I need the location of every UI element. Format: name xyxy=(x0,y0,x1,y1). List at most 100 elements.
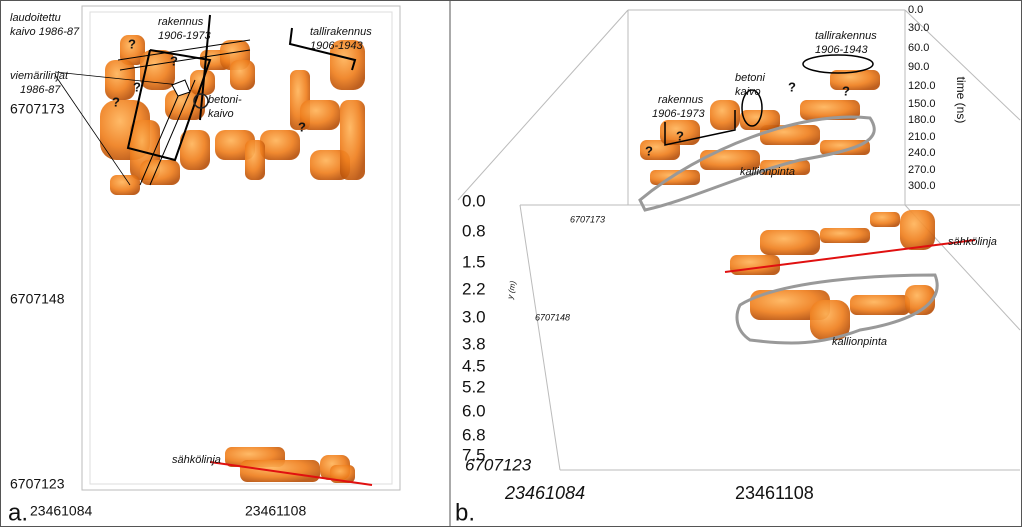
blob xyxy=(710,100,740,130)
unknown-marker: ? xyxy=(298,119,306,134)
annotation: betoni xyxy=(735,72,766,84)
blob xyxy=(300,100,340,130)
blob xyxy=(700,150,760,170)
blob xyxy=(830,70,880,90)
time-tick-label: 120.0 xyxy=(908,80,936,92)
blob xyxy=(850,295,910,315)
depth-tick-label: 3.0 xyxy=(462,307,486,326)
northing-tick-label: 6707148 xyxy=(535,312,570,322)
annotation: kallionpinta xyxy=(740,166,795,178)
time-tick-label: 150.0 xyxy=(908,98,936,110)
annotation: viemärilinjat xyxy=(10,70,69,82)
annotation: 1906-1943 xyxy=(310,40,363,52)
annotation: 1986-87 xyxy=(20,84,61,96)
annotation: sähkölinja xyxy=(948,236,997,248)
reflection-blobs xyxy=(100,35,935,483)
unknown-marker: ? xyxy=(788,79,796,94)
panel-a-features xyxy=(54,14,357,186)
y-tick-label: 6707123 xyxy=(10,476,65,492)
blob xyxy=(260,130,300,160)
depth-tick-label: 3.8 xyxy=(462,334,486,353)
annotation: kaivo xyxy=(208,108,234,120)
power-line-3d xyxy=(724,239,976,273)
unknown-marker: ? xyxy=(128,36,136,51)
blob xyxy=(800,100,860,120)
time-tick-label: 270.0 xyxy=(908,164,936,176)
power-line xyxy=(209,461,373,486)
axis-title: time (ns) xyxy=(954,77,968,124)
blob xyxy=(120,35,145,65)
y-tick-label: 6707148 xyxy=(10,291,65,307)
time-tick-label: 180.0 xyxy=(908,114,936,126)
blob xyxy=(110,175,140,195)
bedrock-outlines xyxy=(638,115,939,345)
manhole-marker xyxy=(171,79,191,97)
annotation: kaivo 1986-87 xyxy=(10,26,80,38)
blob xyxy=(140,160,180,185)
annotation: laudoitettu xyxy=(10,12,61,24)
annotation: tallirakennus xyxy=(815,30,877,42)
unknown-marker: ? xyxy=(676,128,684,143)
annotation: kallionpinta xyxy=(832,336,887,348)
depth-tick-label: 6.8 xyxy=(462,425,486,444)
y-tick-label: 6707173 xyxy=(10,101,65,117)
x-tick-label: 23461108 xyxy=(245,503,306,519)
time-tick-label: 210.0 xyxy=(908,131,936,143)
blob xyxy=(900,210,935,250)
unknown-marker: ? xyxy=(645,143,653,158)
blob xyxy=(905,285,935,315)
depth-tick-label: 7.5 xyxy=(462,445,486,464)
time-tick-label: 90.0 xyxy=(908,61,929,73)
annotation: rakennus xyxy=(158,16,204,28)
annotation: rakennus xyxy=(658,94,704,106)
annotation: 1906-1973 xyxy=(158,30,211,42)
panel-b-features xyxy=(664,54,874,146)
annotation: 1906-1973 xyxy=(652,108,705,120)
depth-tick-label: 0.0 xyxy=(462,191,486,210)
blob xyxy=(340,100,365,180)
annotation: tallirakennus xyxy=(310,26,372,38)
depth-tick-label: 0.8 xyxy=(462,221,486,240)
blob xyxy=(870,212,900,227)
panel-a-frame xyxy=(81,5,401,491)
easting-tick-label: 23461084 xyxy=(504,483,585,503)
panel-label: b. xyxy=(455,499,475,526)
easting-tick-label: 23461108 xyxy=(735,483,814,503)
northing-tick-label: 6707173 xyxy=(570,214,605,224)
x-tick-label: 23461084 xyxy=(30,503,93,519)
unknown-marker: ? xyxy=(112,94,120,109)
blob xyxy=(760,160,810,175)
annotation: 1906-1943 xyxy=(815,44,868,56)
blob xyxy=(820,228,870,243)
depth-tick-label: 5.2 xyxy=(462,377,486,396)
annotation: sähkölinja xyxy=(172,454,221,466)
depth-tick-label: 4.5 xyxy=(462,356,486,375)
blob xyxy=(820,140,870,155)
axis-title: y (m) xyxy=(505,280,517,301)
time-tick-label: 30.0 xyxy=(908,22,929,34)
unknown-marker: ? xyxy=(133,79,141,94)
blob xyxy=(330,465,355,483)
depth-tick-label: 2.2 xyxy=(462,279,486,298)
blob xyxy=(750,290,830,320)
annotation: kaivo xyxy=(735,86,761,98)
panel-label: a. xyxy=(8,499,28,526)
time-tick-label: 300.0 xyxy=(908,180,936,192)
blob xyxy=(650,170,700,185)
blob xyxy=(760,230,820,255)
unknown-marker: ? xyxy=(842,83,850,98)
northing-tick-label: 6707123 xyxy=(465,455,532,474)
blob xyxy=(330,40,365,90)
unknown-marker: ? xyxy=(170,53,178,68)
time-tick-label: 60.0 xyxy=(908,42,929,54)
depth-tick-label: 6.0 xyxy=(462,401,486,420)
blob xyxy=(180,130,210,170)
panel-a-inner-frame xyxy=(89,11,393,485)
blob xyxy=(810,300,850,340)
time-tick-label: 240.0 xyxy=(908,147,936,159)
blob xyxy=(230,60,255,90)
blob xyxy=(245,140,265,180)
annotation: betoni- xyxy=(208,94,242,106)
depth-tick-label: 1.5 xyxy=(462,252,486,271)
time-tick-label: 0.0 xyxy=(908,4,923,16)
